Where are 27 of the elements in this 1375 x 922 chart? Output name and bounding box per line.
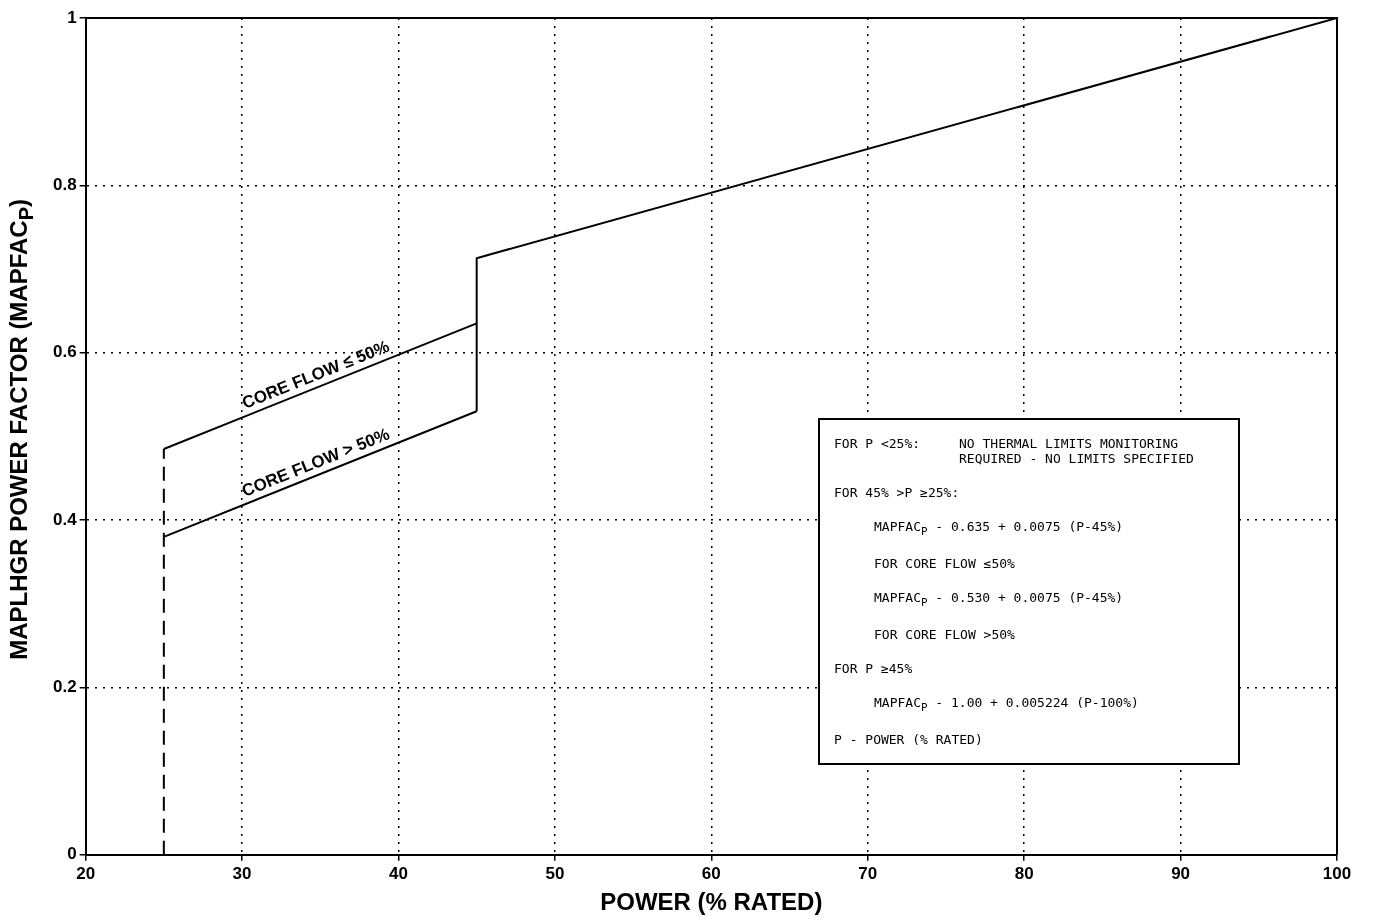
annotation: MAPFAC$_{P}$ - 0.530 + 0.0075 (P-45%) [873,589,1125,609]
y-tick-label: 0.2 [52,677,77,697]
x-tick-label: 80 [1014,863,1034,883]
y-tick-label: 0.8 [52,175,77,195]
y-tick-label: 1 [67,7,77,27]
annotation: REQUIRED - NO LIMITS SPECIFIED [959,451,1194,466]
x-tick-label: 40 [389,863,408,883]
x-tick-label: 30 [232,863,252,883]
x-tick-label: 70 [858,863,878,883]
x-tick-label: 50 [545,863,565,883]
x-tick-label: 60 [701,863,721,883]
annotation: FOR 45% >P ≥25%: [834,484,961,500]
y-tick-label: 0 [67,844,77,864]
annotation: MAPFAC$_{P}$ - 0.635 + 0.0075 (P-45%) [873,518,1125,538]
y-tick-label: 0.6 [52,342,77,362]
annotation: P - POWER (% RATED) [834,731,984,747]
annotation: MAPFAC$_{P}$ - 1.00 + 0.005224 (P-100%) [873,694,1140,714]
x-axis-title: POWER (% RATED) [600,888,823,916]
x-tick-label: 20 [76,863,96,883]
x-tick-label: 90 [1171,863,1191,883]
annotation: FOR P <25%: [834,436,922,453]
x-tick-label: 100 [1322,863,1352,883]
annotation: NO THERMAL LIMITS MONITORING [959,436,1180,451]
annotation: FOR CORE FLOW >50% [873,627,1016,643]
y-tick-label: 0.4 [52,509,78,529]
annotation: FOR P ≥45% [834,660,914,676]
annotation: FOR CORE FLOW ≤50% [873,555,1016,571]
